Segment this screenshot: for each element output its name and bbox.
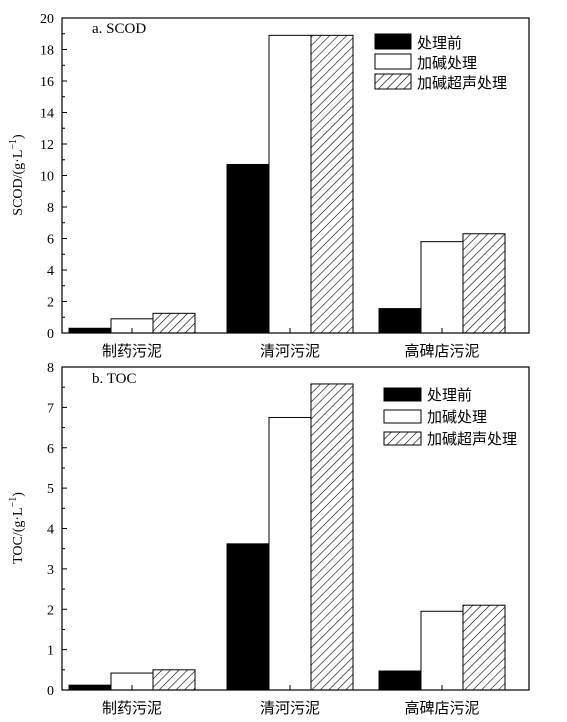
bar-toc-s2-c0 [152,669,196,691]
legend-label: 加碱超声处理 [427,430,517,448]
bar-toc-s2-c2 [462,604,506,691]
y-tick-label: 4 [47,523,54,538]
y-tick-label: 6 [47,442,54,457]
y-tick-label: 2 [47,296,54,311]
category-label: 清河污泥 [260,699,320,717]
bar-scod-s1-c2 [420,241,464,334]
scod-panel-title: a. SCOD [92,21,146,37]
toc-panel: b. TOC TOC/(g·L−1) 0 1 2 3 4 5 6 7 8 制药污泥 清河污泥 高碑店污… [8,361,530,717]
y-tick-label: 10 [40,170,54,185]
category-label: 制药污泥 [102,342,162,360]
y-tick-label: 6 [47,233,54,248]
legend-swatch [383,409,422,424]
scod-plot-area: 0 2 4 6 8 10 12 14 16 18 20 制药污泥 清河污泥 高碑店污泥 [40,12,530,360]
bar-toc-s0-c1 [226,543,270,691]
bar-toc-s1-c1 [268,416,312,691]
bar-scod-s2-c1 [310,34,354,334]
y-tick-label: 12 [40,138,54,153]
scod-panel: a. SCOD SCOD/(g·L−1) 0 2 4 6 8 10 12 14 16 18 20 制药… [8,12,530,360]
legend-swatch [383,431,422,446]
legend-label: 处理前 [417,34,462,52]
bar-scod-s0-c1 [226,163,270,334]
bar-scod-s2-c2 [462,233,506,334]
bar-toc-s1-c2 [420,610,464,691]
category-label: 高碑店污泥 [404,342,479,360]
bar-scod-s2-c0 [152,312,196,334]
y-tick-label: 14 [40,107,54,122]
legend-label: 加碱处理 [417,54,477,72]
y-tick-label: 16 [40,75,54,90]
y-tick-label: 5 [47,482,54,497]
bar-toc-s0-c0 [68,684,112,691]
toc-plot-area: 0 1 2 3 4 5 6 7 8 制药污泥 清河污泥 高碑店污泥 [47,361,530,717]
y-tick-label: 18 [40,44,54,59]
category-label: 高碑店污泥 [404,699,479,717]
toc-y-axis-label: TOC/(g·L−1) [8,492,26,564]
toc-panel-title: b. TOC [92,371,136,387]
bar-scod-s1-c1 [268,34,312,334]
legend-swatch [374,73,412,90]
bar-toc-s0-c2 [378,670,422,691]
bar-toc-s2-c1 [310,383,354,691]
y-tick-label: 1 [47,644,54,659]
y-tick-label: 0 [47,327,54,342]
y-tick-label: 8 [47,201,54,216]
category-label: 清河污泥 [260,342,320,360]
bar-scod-s0-c0 [68,327,112,334]
y-tick-label: 2 [47,603,54,618]
y-tick-label: 0 [47,684,54,699]
bar-scod-s0-c2 [378,308,422,334]
y-tick-label: 3 [47,563,54,578]
legend-label: 加碱超声处理 [417,74,507,92]
legend-swatch [374,53,412,70]
y-tick-label: 7 [47,401,54,416]
scod-y-axis-label: SCOD/(g·L−1) [8,134,26,216]
category-label: 制药污泥 [102,699,162,717]
legend-label: 处理前 [427,386,472,404]
y-tick-label: 4 [47,264,54,279]
y-tick-label: 20 [40,12,54,27]
legend-swatch [374,33,412,50]
legend-swatch [383,387,422,402]
legend-label: 加碱处理 [427,408,487,426]
y-tick-label: 8 [47,361,54,376]
